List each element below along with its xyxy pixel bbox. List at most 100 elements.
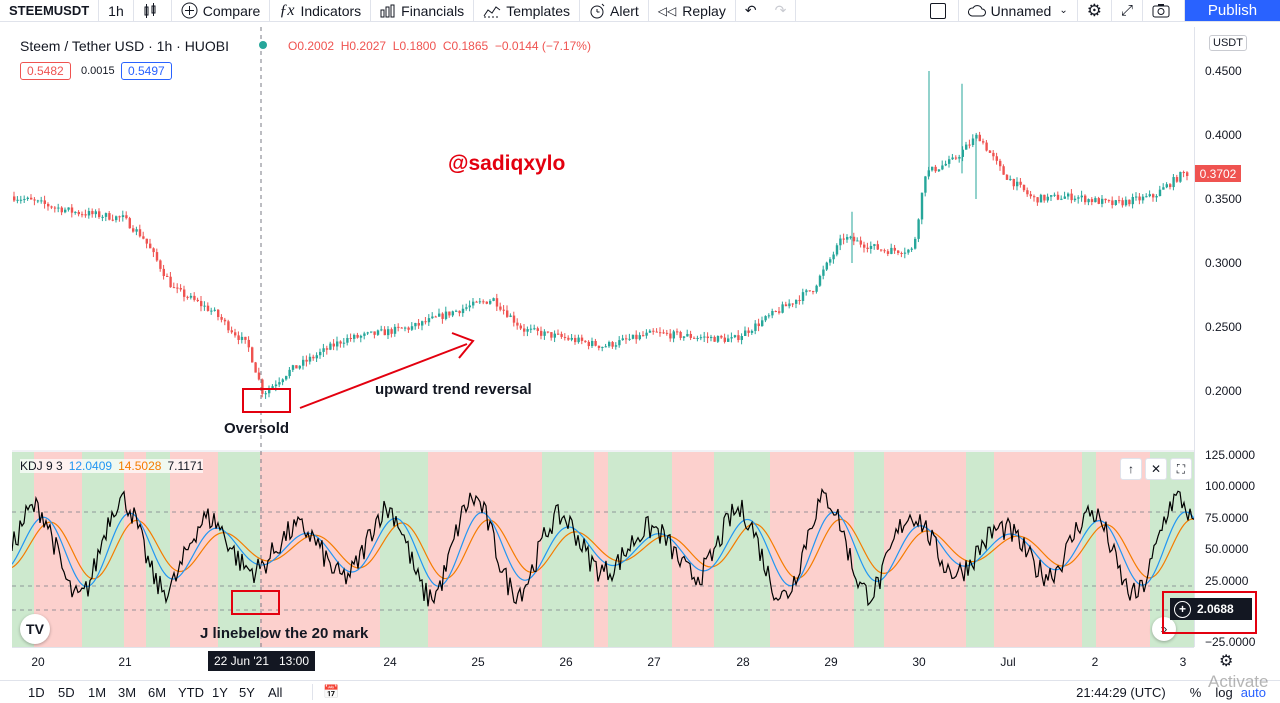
candle-body [77, 211, 80, 215]
candle-body [550, 332, 553, 338]
replay-button[interactable]: ◁◁ Replay [649, 0, 736, 21]
utc-time[interactable]: 21:44:29 (UTC) [1076, 684, 1166, 700]
candle-body [931, 166, 934, 171]
symbol-search-button[interactable]: STEEMUSDT [0, 0, 100, 21]
candle-body [81, 214, 84, 216]
undo-button[interactable]: ↶ [736, 0, 766, 21]
range-1d[interactable]: 1D [28, 684, 45, 700]
candle-body [370, 331, 373, 333]
candle-body [183, 289, 186, 297]
candle-body [40, 200, 43, 202]
candle-body [278, 382, 281, 385]
candle-body [907, 249, 910, 253]
auto-toggle[interactable]: auto [1240, 684, 1266, 700]
range-5d[interactable]: 5D [58, 684, 75, 700]
range-ytd[interactable]: YTD [178, 684, 204, 700]
candle-body [349, 337, 352, 339]
candle-body [1029, 194, 1032, 197]
financials-button[interactable]: Financials [371, 0, 475, 21]
candle-body [917, 219, 920, 239]
range-3m[interactable]: 3M [118, 684, 137, 700]
candle-body [886, 251, 890, 254]
trend-annotation: upward trend reversal [375, 381, 532, 398]
candle-body [461, 308, 465, 314]
change-value: −0.0144 (−7.17%) [494, 39, 591, 53]
scroll-to-realtime-button[interactable]: » [1152, 617, 1176, 641]
time-axis[interactable]: 20 21 24 25 26 27 28 29 30 Jul 2 3 22 Ju… [12, 647, 1194, 676]
candle-body [584, 340, 587, 342]
kdj-legend[interactable]: KDJ 9 3 12.0409 14.5028 7.1171 [20, 459, 204, 473]
candle-body [417, 323, 420, 326]
candle-body [200, 301, 203, 307]
range-6m[interactable]: 6M [148, 684, 167, 700]
candle-body [506, 310, 509, 317]
publish-button[interactable]: Publish [1185, 0, 1280, 21]
settings-button[interactable]: ⚙ [1078, 0, 1112, 21]
goto-date-button[interactable]: 📅 [312, 684, 339, 700]
crosshair-value-label[interactable]: + 2.0688 [1170, 598, 1252, 620]
kdj-name: KDJ 9 3 [20, 459, 63, 473]
candle-body [149, 243, 152, 249]
candle-body [1155, 196, 1158, 198]
interval-button[interactable]: 1h [99, 0, 134, 21]
candle-body [468, 305, 471, 308]
axis-settings-button[interactable]: ⚙ [1219, 651, 1233, 671]
candle-body [162, 268, 165, 276]
expand-button[interactable]: ⤢ [1112, 0, 1143, 21]
candle-body [1067, 193, 1070, 197]
candle-body [570, 337, 573, 340]
range-1m[interactable]: 1M [88, 684, 107, 700]
maximize-pane-button[interactable]: ⛶ [1170, 458, 1192, 480]
move-pane-up-button[interactable]: ↑ [1120, 458, 1142, 480]
range-1y[interactable]: 1Y [212, 684, 228, 700]
candle-body [856, 240, 859, 242]
range-all[interactable]: All [268, 684, 283, 700]
candle-body [438, 313, 441, 317]
kdj-zone [380, 452, 428, 647]
gear-icon: ⚙ [1086, 0, 1102, 20]
sell-button[interactable]: 0.5482 [20, 62, 71, 80]
currency-label[interactable]: USDT [1209, 35, 1247, 51]
candle-body [703, 336, 706, 338]
symbol-title: Steem / Tether USD · 1h · HUOBI [20, 38, 230, 54]
candle-body [587, 341, 590, 347]
percent-toggle[interactable]: % [1189, 684, 1202, 700]
replay-label: Replay [682, 2, 726, 19]
symbol-legend[interactable]: Steem / Tether USD · 1h · HUOBI [20, 38, 229, 54]
tradingview-logo-icon[interactable]: TV [20, 614, 50, 644]
date-range-group: 1D 5D 1M 3M 6M YTD 1Y 5Y All [28, 685, 298, 700]
candle-body [1050, 195, 1053, 197]
candle-body [849, 236, 852, 238]
candle-body [1131, 197, 1134, 205]
candle-body [240, 336, 244, 340]
alert-button[interactable]: Alert [580, 0, 649, 21]
candle-body [1063, 196, 1066, 199]
log-toggle[interactable]: log [1215, 684, 1233, 700]
candle-body [744, 330, 747, 337]
chart-area[interactable] [12, 27, 1194, 647]
templates-button[interactable]: Templates [474, 0, 580, 21]
range-5y[interactable]: 5Y [239, 684, 255, 700]
kdj-zone [994, 452, 1082, 647]
candle-body [897, 250, 900, 253]
candle-body [217, 309, 220, 317]
compare-button[interactable]: Compare [172, 0, 271, 21]
candle-body [618, 340, 621, 346]
snapshot-button[interactable] [1143, 0, 1185, 21]
candle-body [829, 259, 832, 263]
price-axis[interactable]: USDT 0.4500 0.4000 0.3500 0.3000 0.2500 … [1194, 27, 1280, 649]
kdj-zone [146, 452, 170, 647]
price-tick: 0.2500 [1205, 320, 1242, 334]
candle-body [380, 329, 383, 331]
buy-button[interactable]: 0.5497 [121, 62, 172, 80]
layout-name-button[interactable]: Unnamed ⌄ [959, 0, 1078, 21]
candle-body [869, 245, 873, 249]
indicators-button[interactable]: ƒx Indicators [270, 0, 372, 21]
candle-body [1186, 172, 1189, 177]
close-pane-button[interactable]: ✕ [1145, 458, 1167, 480]
chart-type-button[interactable] [134, 0, 172, 21]
candle-body [934, 166, 937, 172]
candle-body [315, 355, 318, 359]
fullscreen-toggle-button[interactable] [919, 0, 959, 21]
redo-button[interactable]: ↷ [766, 0, 797, 21]
